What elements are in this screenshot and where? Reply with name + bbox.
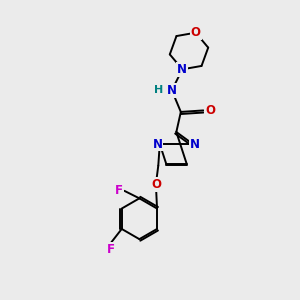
Text: O: O <box>151 178 161 191</box>
Text: O: O <box>205 104 215 117</box>
Text: F: F <box>115 184 123 197</box>
Text: N: N <box>190 137 200 151</box>
Text: N: N <box>152 137 162 151</box>
Text: N: N <box>177 63 187 76</box>
Text: H: H <box>154 85 163 95</box>
Text: N: N <box>167 84 177 97</box>
Text: O: O <box>191 26 201 39</box>
Text: F: F <box>107 242 115 256</box>
